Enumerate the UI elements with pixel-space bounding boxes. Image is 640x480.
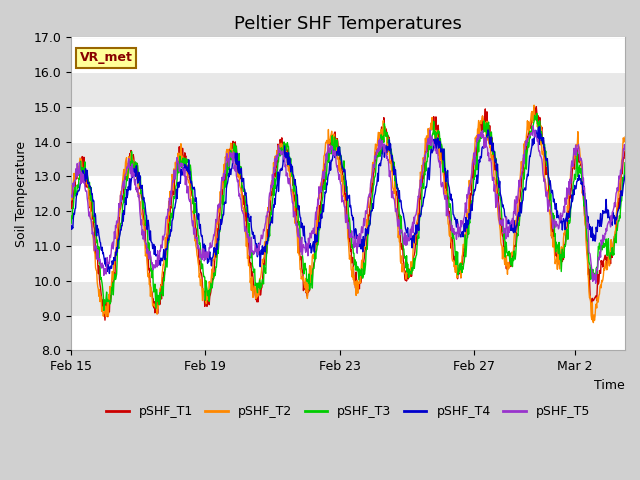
pSHF_T5: [499, 216, 507, 222]
pSHF_T3: [533, 110, 541, 116]
pSHF_T2: [589, 320, 597, 325]
pSHF_T1: [292, 213, 300, 218]
pSHF_T1: [500, 242, 508, 248]
Bar: [71, 72, 625, 107]
pSHF_T1: [532, 104, 540, 109]
Bar: [71, 142, 625, 177]
pSHF_T3: [124, 168, 132, 174]
pSHF_T2: [311, 252, 319, 258]
pSHF_T1: [124, 170, 132, 176]
Legend: pSHF_T1, pSHF_T2, pSHF_T3, pSHF_T4, pSHF_T5: pSHF_T1, pSHF_T2, pSHF_T3, pSHF_T4, pSHF…: [101, 400, 595, 423]
Bar: [71, 107, 625, 142]
pSHF_T3: [312, 256, 319, 262]
pSHF_T3: [448, 229, 456, 235]
Line: pSHF_T2: pSHF_T2: [71, 105, 625, 323]
pSHF_T5: [67, 192, 75, 198]
pSHF_T4: [536, 124, 543, 130]
Bar: [71, 211, 625, 246]
pSHF_T5: [124, 165, 132, 171]
pSHF_T4: [621, 172, 629, 178]
pSHF_T4: [106, 271, 113, 276]
pSHF_T3: [67, 220, 75, 226]
pSHF_T1: [101, 317, 109, 323]
pSHF_T3: [509, 258, 517, 264]
pSHF_T3: [500, 228, 508, 233]
pSHF_T2: [67, 191, 75, 197]
Line: pSHF_T3: pSHF_T3: [71, 113, 625, 311]
pSHF_T2: [447, 240, 455, 245]
pSHF_T5: [592, 280, 600, 286]
X-axis label: Time: Time: [595, 379, 625, 392]
Bar: [71, 37, 625, 72]
Bar: [71, 316, 625, 350]
pSHF_T2: [621, 134, 629, 140]
pSHF_T5: [311, 217, 319, 223]
pSHF_T4: [67, 223, 75, 228]
pSHF_T2: [499, 244, 507, 250]
Line: pSHF_T4: pSHF_T4: [71, 127, 625, 274]
pSHF_T1: [509, 253, 517, 259]
Line: pSHF_T1: pSHF_T1: [71, 107, 625, 320]
pSHF_T3: [100, 308, 108, 313]
pSHF_T3: [292, 192, 300, 198]
Title: Peltier SHF Temperatures: Peltier SHF Temperatures: [234, 15, 462, 33]
pSHF_T2: [291, 220, 299, 226]
Bar: [71, 177, 625, 211]
pSHF_T3: [621, 160, 629, 166]
pSHF_T4: [509, 230, 517, 236]
pSHF_T4: [312, 240, 319, 245]
Bar: [71, 246, 625, 281]
Y-axis label: Soil Temperature: Soil Temperature: [15, 141, 28, 247]
pSHF_T1: [67, 198, 75, 204]
Text: VR_met: VR_met: [79, 51, 132, 64]
pSHF_T2: [124, 161, 132, 167]
pSHF_T4: [448, 196, 456, 202]
pSHF_T5: [291, 213, 299, 218]
pSHF_T4: [500, 205, 508, 211]
pSHF_T1: [448, 236, 456, 241]
pSHF_T2: [509, 252, 517, 257]
pSHF_T5: [447, 228, 455, 234]
pSHF_T5: [529, 123, 537, 129]
pSHF_T4: [124, 184, 132, 190]
pSHF_T5: [621, 145, 629, 151]
pSHF_T4: [292, 183, 300, 189]
pSHF_T5: [509, 224, 517, 230]
pSHF_T1: [312, 243, 319, 249]
pSHF_T1: [621, 148, 629, 154]
Bar: [71, 281, 625, 316]
Line: pSHF_T5: pSHF_T5: [71, 126, 625, 283]
pSHF_T2: [530, 102, 538, 108]
